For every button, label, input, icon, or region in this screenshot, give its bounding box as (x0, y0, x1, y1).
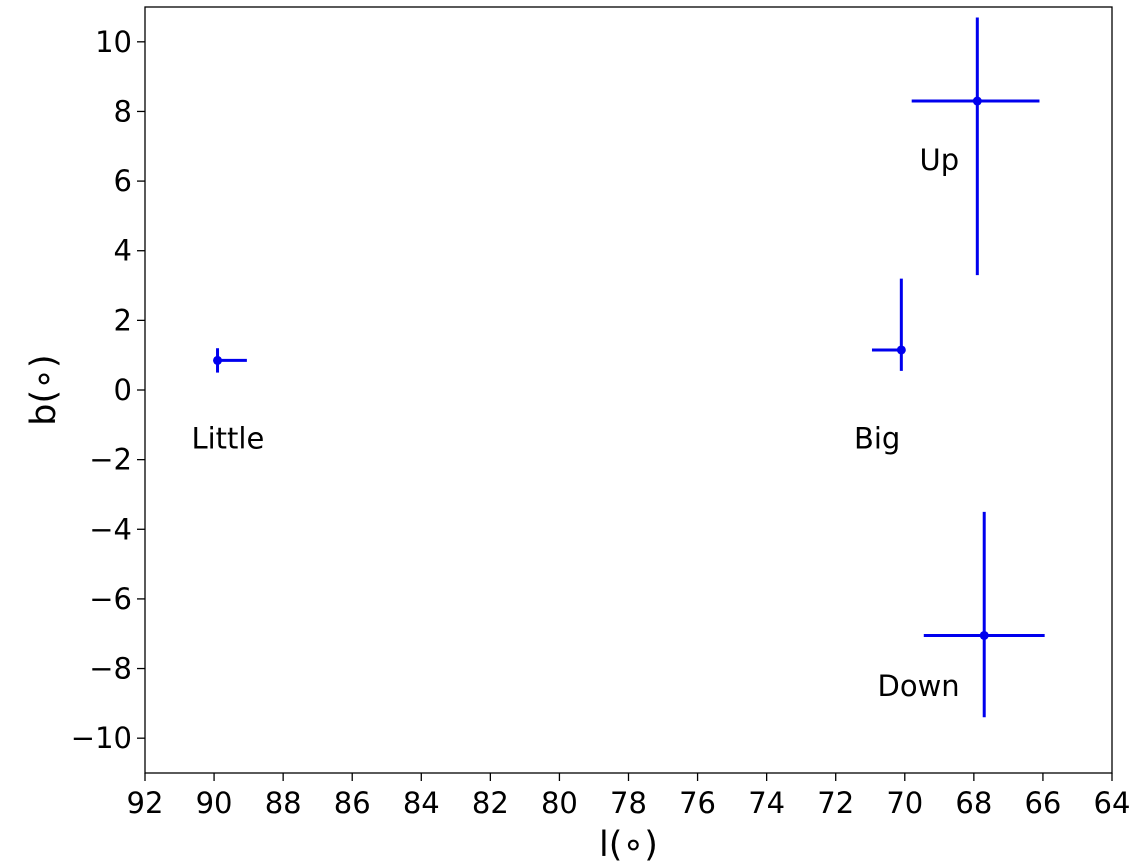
y-tick-label: 6 (114, 164, 132, 198)
data-marker (213, 355, 223, 365)
point-annotation: Big (854, 422, 900, 456)
data-point-down: Down (878, 511, 1045, 718)
x-tick-label: 66 (1024, 786, 1061, 820)
y-tick-label: 0 (114, 373, 132, 407)
y-tick-label: −10 (71, 721, 132, 755)
x-tick-label: 80 (541, 786, 578, 820)
x-tick-label: 68 (955, 786, 992, 820)
x-tick-label: 78 (610, 786, 647, 820)
y-axis: 10 8 6 4 2 0 −2 −4 −6 −8 −10 (71, 25, 145, 755)
x-tick-label: 88 (265, 786, 302, 820)
data-marker (896, 345, 906, 355)
y-tick-label: −6 (89, 582, 132, 616)
y-tick-label: −2 (89, 443, 132, 477)
data-marker (979, 630, 989, 640)
x-tick-label: 72 (817, 786, 854, 820)
x-tick-label: 84 (403, 786, 440, 820)
y-tick-label: 4 (114, 234, 132, 268)
x-tick-label: 64 (1094, 786, 1131, 820)
y-tick-label: 2 (114, 303, 132, 337)
data-series: Little Big Up Down (191, 17, 1045, 718)
x-tick-label: 92 (127, 786, 164, 820)
point-annotation: Up (920, 143, 960, 177)
y-tick-label: −8 (89, 652, 132, 686)
x-axis: 92 90 88 86 84 82 80 78 76 74 72 70 68 66 64 (127, 773, 1131, 820)
plot-area (144, 6, 1113, 774)
x-axis-label: l(∘) (599, 825, 658, 865)
data-point-big: Big (854, 278, 906, 456)
x-tick-label: 76 (679, 786, 716, 820)
y-tick-label: 10 (95, 25, 132, 59)
x-tick-label: 74 (748, 786, 785, 820)
x-tick-label: 70 (886, 786, 923, 820)
x-tick-label: 86 (334, 786, 371, 820)
point-annotation: Down (878, 669, 960, 703)
x-tick-label: 82 (472, 786, 509, 820)
data-marker (972, 96, 982, 106)
data-point-up: Up (911, 17, 1040, 276)
x-tick-label: 90 (196, 786, 233, 820)
y-tick-label: −4 (89, 512, 132, 546)
point-annotation: Little (191, 422, 264, 456)
y-tick-label: 8 (114, 94, 132, 128)
y-axis-label: b(∘) (24, 354, 64, 425)
data-point-little: Little (191, 348, 264, 456)
